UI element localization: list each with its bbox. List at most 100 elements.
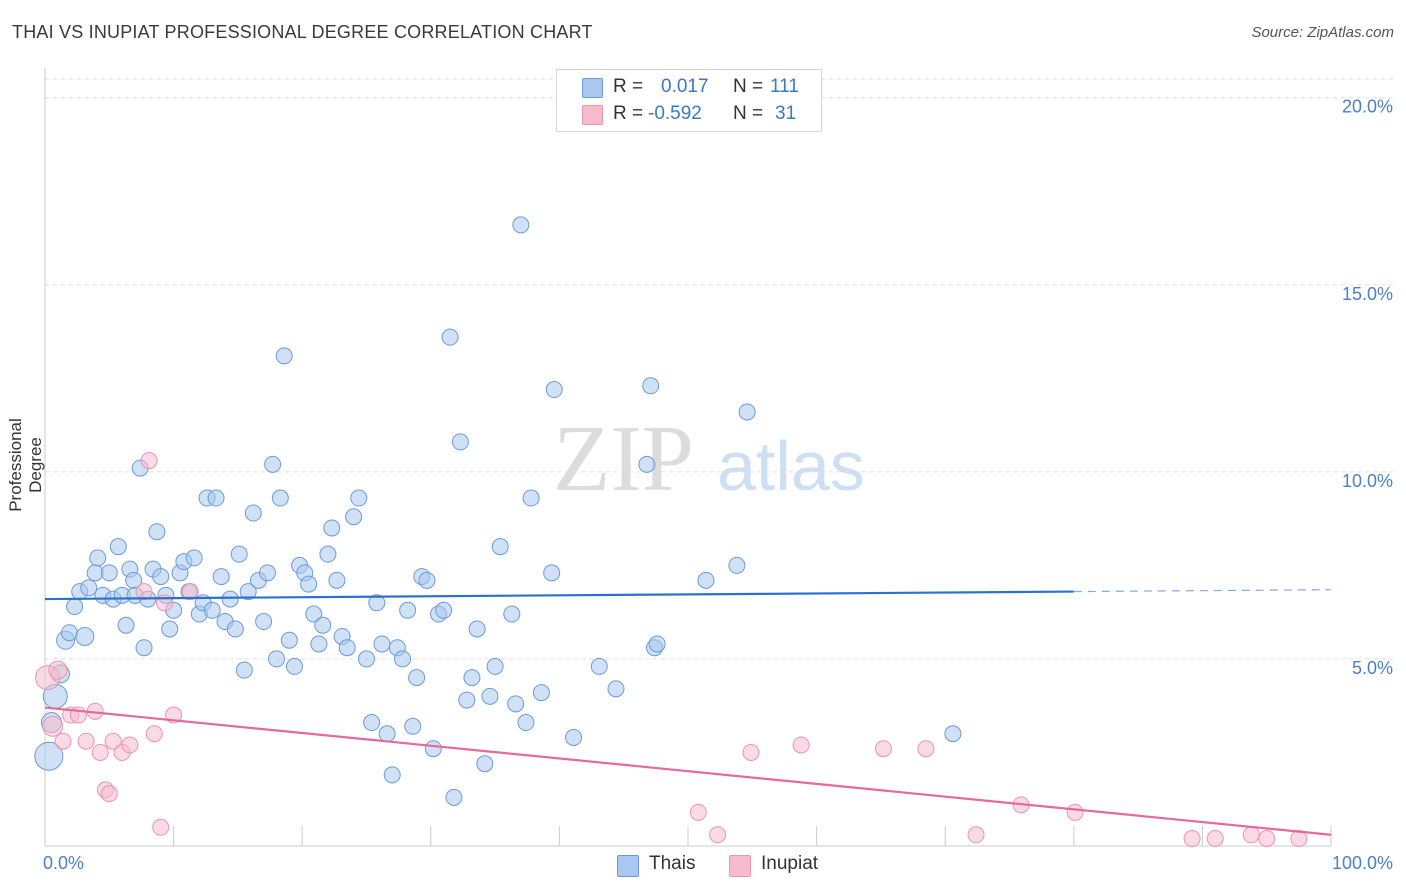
inupiat-swatch xyxy=(729,855,751,877)
thais-point xyxy=(285,657,303,675)
inupiat-point xyxy=(1258,830,1276,848)
inupiat-point xyxy=(152,818,170,836)
thais-swatch xyxy=(582,78,603,98)
thais-point xyxy=(638,455,656,473)
inupiat-point xyxy=(104,732,122,750)
thais-point xyxy=(207,489,225,507)
thais-point xyxy=(458,691,476,709)
inupiat-point xyxy=(709,826,727,844)
tick-labels: 5.0% 10.0% 15.0% 20.0% 0.0% 100.0% xyxy=(43,97,1393,873)
thais-point xyxy=(517,714,535,732)
thais-point xyxy=(399,601,417,619)
series-legend: Thais Inupiat xyxy=(0,852,1406,878)
thais-point xyxy=(697,571,715,589)
thais-point xyxy=(80,579,98,597)
x-tick-label: 0.0% xyxy=(43,853,84,873)
inupiat-trend-line xyxy=(44,706,1332,836)
inupiat-point xyxy=(77,732,95,750)
thais-point xyxy=(100,564,118,582)
thais-point xyxy=(221,590,239,608)
legend-label-thais: Thais xyxy=(649,853,696,874)
thais-point xyxy=(944,725,962,743)
inupiat-point xyxy=(1206,830,1224,848)
thais-point xyxy=(408,669,426,687)
thais-point xyxy=(117,616,135,634)
thais-point xyxy=(424,740,442,758)
legend-n-label: N = xyxy=(733,76,764,97)
inupiat-point xyxy=(967,826,985,844)
inupiat-swatch xyxy=(582,105,603,125)
thais-point xyxy=(305,605,323,623)
thais-point xyxy=(435,601,453,619)
legend-r-value: -0.592 xyxy=(648,103,702,124)
thais-point xyxy=(532,684,550,702)
watermark-zip: ZIP xyxy=(553,407,694,511)
y-tick-label: 15.0% xyxy=(1342,284,1393,304)
thais-point xyxy=(350,489,368,507)
chart-title: THAI VS INUPIAT PROFESSIONAL DEGREE CORR… xyxy=(12,22,593,42)
thais-point xyxy=(161,620,179,638)
thais-point xyxy=(378,725,396,743)
thais-point xyxy=(328,571,346,589)
watermark: ZIP atlas xyxy=(553,407,865,511)
thais-point xyxy=(185,549,203,567)
thais-point xyxy=(66,598,84,616)
legend-n-value: 111 xyxy=(770,76,799,97)
inupiat-point xyxy=(121,736,139,754)
thais-point xyxy=(590,657,608,675)
inupiat-point xyxy=(874,740,892,758)
thais-point xyxy=(239,583,257,601)
inupiat-point xyxy=(135,583,153,601)
inupiat-point xyxy=(1242,826,1260,844)
thais-point xyxy=(463,669,481,687)
thais-point xyxy=(507,695,525,713)
thais-points xyxy=(34,216,962,806)
thais-point xyxy=(368,594,386,612)
thais-point xyxy=(445,788,463,806)
thais-swatch xyxy=(617,855,639,877)
thais-point xyxy=(642,377,660,395)
thais-point xyxy=(404,717,422,735)
inupiat-point xyxy=(181,583,199,601)
thais-point xyxy=(86,564,104,582)
y-tick-label: 5.0% xyxy=(1352,658,1393,678)
thais-point xyxy=(503,605,521,623)
inupiat-point xyxy=(48,660,68,680)
thais-point xyxy=(89,549,107,567)
thais-point xyxy=(310,635,328,653)
thais-point xyxy=(345,508,363,526)
x-tick-label: 100.0% xyxy=(1332,853,1393,873)
thais-point xyxy=(319,545,337,563)
thais-point xyxy=(212,568,230,586)
trend-lines xyxy=(44,589,1332,836)
thais-point xyxy=(486,657,504,675)
thais-point xyxy=(565,728,583,746)
thais-point xyxy=(34,741,64,771)
thais-point xyxy=(267,650,285,668)
thais-point xyxy=(258,564,276,582)
correlation-legend: R = 0.017 N = 111 R = -0.592 N = 31 xyxy=(556,69,822,132)
legend-n-value: 31 xyxy=(775,103,797,124)
thais-point xyxy=(255,613,273,631)
thais-point xyxy=(314,616,332,634)
watermark-atlas: atlas xyxy=(717,427,865,505)
thais-point xyxy=(109,538,127,556)
inupiat-point xyxy=(100,785,118,803)
legend-n-label: N = xyxy=(733,103,764,124)
inupiat-point xyxy=(91,743,109,761)
inupiat-points xyxy=(35,452,1308,848)
thais-point xyxy=(244,504,262,522)
thais-point xyxy=(230,545,248,563)
thais-point xyxy=(418,571,436,589)
legend-r-label: R = xyxy=(613,103,644,124)
inupiat-point xyxy=(917,740,935,758)
inupiat-point xyxy=(42,715,64,737)
thais-point xyxy=(468,620,486,638)
inupiat-point xyxy=(145,725,163,743)
thais-point xyxy=(512,216,530,234)
inupiat-point xyxy=(140,452,158,470)
grid-lines xyxy=(45,78,1393,660)
thais-point xyxy=(75,626,95,646)
thais-point xyxy=(338,639,356,657)
